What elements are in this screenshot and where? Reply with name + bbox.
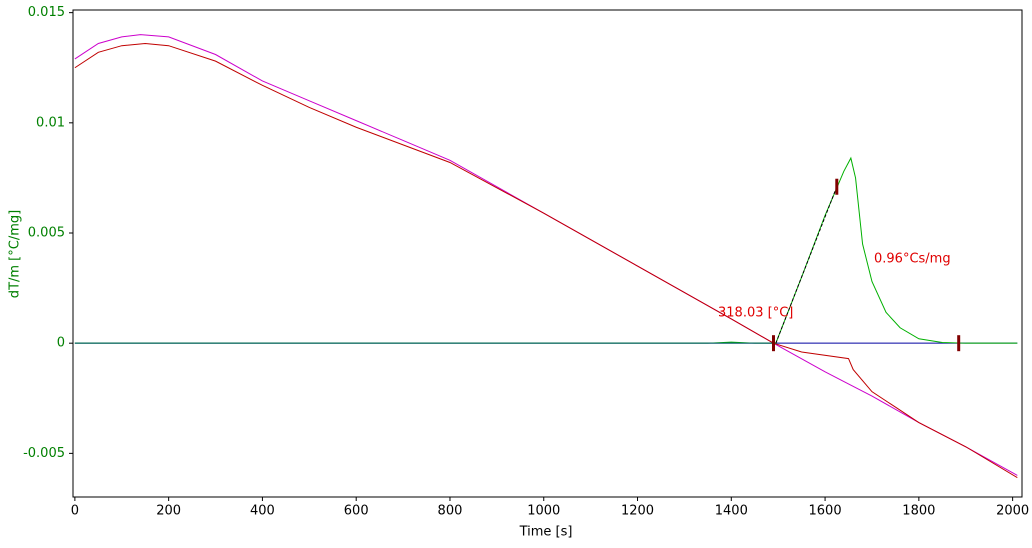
x-tick-label: 800 bbox=[438, 504, 463, 519]
x-tick-label: 600 bbox=[344, 504, 369, 519]
x-axis-label: Time [s] bbox=[519, 525, 573, 540]
annotation: 0.96°Cs/mg bbox=[874, 252, 951, 267]
y-tick-label: 0.015 bbox=[28, 5, 65, 20]
x-tick-label: 2000 bbox=[996, 504, 1029, 519]
x-tick-label: 0 bbox=[71, 504, 79, 519]
y-axis-label: dT/m [°C/mg] bbox=[8, 210, 23, 298]
x-tick-label: 1600 bbox=[809, 504, 842, 519]
y-tick-label: 0.01 bbox=[36, 115, 65, 130]
data-line bbox=[74, 34, 1018, 476]
data-line bbox=[775, 186, 838, 344]
x-tick-label: 1800 bbox=[902, 504, 935, 519]
x-tick-label: 1400 bbox=[715, 504, 748, 519]
x-tick-label: 400 bbox=[250, 504, 275, 519]
plot-frame bbox=[72, 9, 1023, 498]
annotation: 318.03 [°C] bbox=[718, 306, 793, 321]
data-line bbox=[74, 42, 1018, 479]
x-tick-label: 200 bbox=[156, 504, 181, 519]
y-tick-label: -0.005 bbox=[23, 446, 65, 461]
y-tick-label: 0.005 bbox=[28, 226, 65, 241]
y-tick-label: 0 bbox=[57, 336, 65, 351]
x-tick-label: 1000 bbox=[527, 504, 560, 519]
x-tick-label: 1200 bbox=[621, 504, 654, 519]
